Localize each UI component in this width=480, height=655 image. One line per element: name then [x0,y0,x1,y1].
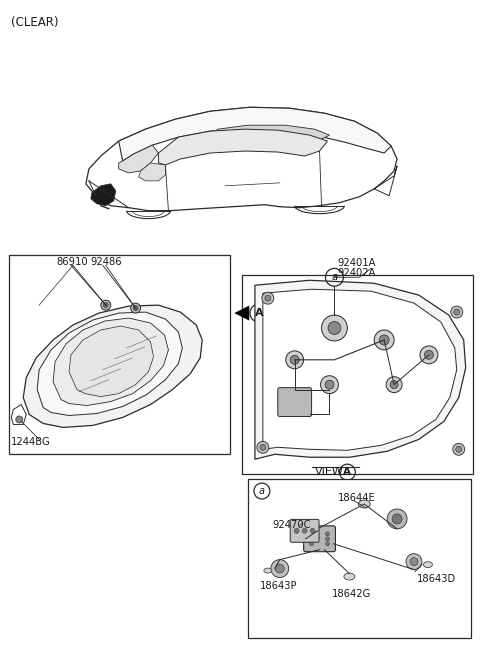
Polygon shape [23,305,202,428]
Circle shape [328,322,341,335]
Ellipse shape [344,573,355,580]
Circle shape [321,376,338,394]
FancyBboxPatch shape [290,519,319,542]
Circle shape [406,553,422,570]
Text: 18642G: 18642G [332,590,371,599]
Circle shape [325,380,334,389]
Text: (CLEAR): (CLEAR) [12,16,59,29]
Text: 92401A: 92401A [337,259,376,269]
Circle shape [387,509,407,529]
Circle shape [286,351,304,369]
Circle shape [420,346,438,364]
Circle shape [294,529,299,533]
Circle shape [310,532,313,536]
Circle shape [451,306,463,318]
Circle shape [302,529,307,533]
Polygon shape [69,326,154,396]
Circle shape [16,416,23,423]
Circle shape [101,300,111,310]
Circle shape [454,309,460,315]
Circle shape [325,542,329,546]
Circle shape [322,315,348,341]
Circle shape [260,444,266,450]
Polygon shape [37,312,182,415]
Circle shape [262,292,274,304]
Bar [9,255,230,455]
Bar [248,479,471,638]
Circle shape [392,514,402,524]
Text: a: a [331,272,337,282]
Text: VIEW: VIEW [314,467,344,477]
FancyBboxPatch shape [304,526,336,552]
Polygon shape [263,290,457,450]
Text: A: A [343,467,351,477]
Circle shape [424,350,433,360]
Circle shape [290,356,299,364]
Ellipse shape [423,561,432,568]
Polygon shape [255,280,466,459]
Text: 92470C: 92470C [273,520,312,530]
Circle shape [131,303,141,313]
Polygon shape [53,318,168,405]
Ellipse shape [358,500,370,508]
Circle shape [379,335,389,345]
Text: 18644E: 18644E [337,493,375,503]
Circle shape [453,443,465,455]
Text: 1244BG: 1244BG [12,438,51,447]
Circle shape [310,529,315,533]
Text: 18643D: 18643D [417,574,456,584]
Circle shape [456,446,462,452]
Circle shape [271,559,288,578]
FancyBboxPatch shape [278,388,312,417]
Circle shape [133,306,138,310]
Polygon shape [235,306,249,320]
Polygon shape [158,129,327,165]
Circle shape [325,537,329,541]
Polygon shape [208,125,329,141]
Circle shape [265,295,271,301]
Text: A: A [254,308,263,318]
Circle shape [325,532,329,536]
Text: 92402A: 92402A [337,269,376,278]
Text: 18643P: 18643P [260,580,298,591]
Polygon shape [91,184,116,206]
Circle shape [103,303,108,308]
Circle shape [386,377,402,392]
Circle shape [410,557,418,566]
Circle shape [310,542,313,546]
Circle shape [310,537,313,541]
Circle shape [257,441,269,453]
Text: 86910: 86910 [56,257,88,267]
Circle shape [374,330,394,350]
Circle shape [276,564,284,573]
Text: 92486: 92486 [91,257,122,267]
Circle shape [390,381,398,388]
Bar [242,275,473,474]
Text: a: a [259,486,265,496]
Polygon shape [119,145,158,173]
Polygon shape [139,163,166,181]
Ellipse shape [264,568,272,573]
Polygon shape [119,107,391,161]
